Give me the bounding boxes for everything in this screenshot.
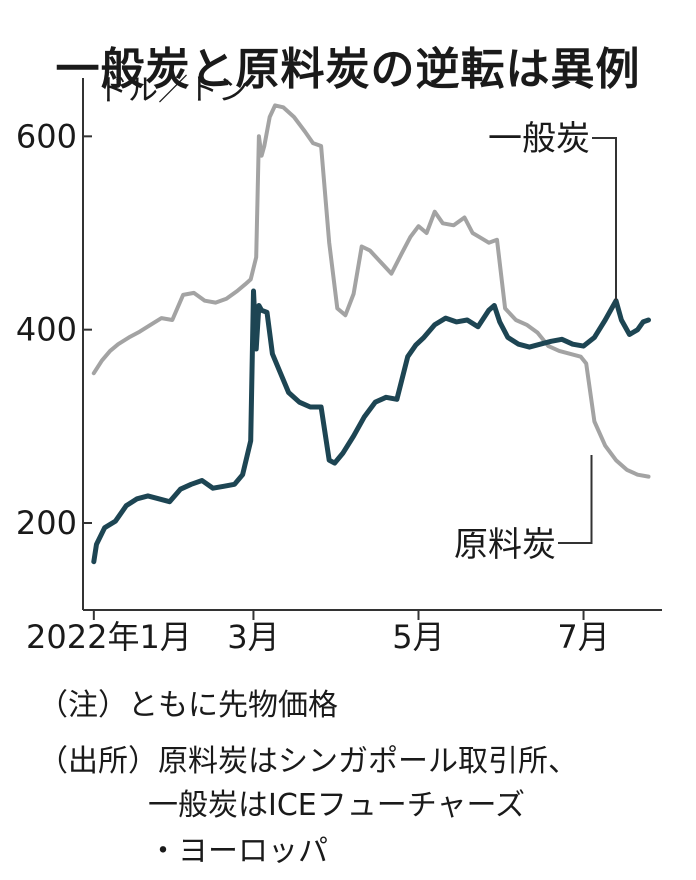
x-tick-label: 3月 — [227, 618, 279, 656]
annotation-leader-coking-coal — [558, 455, 593, 544]
y-axis-label: ドル／トン — [98, 73, 248, 108]
x-tick-label: 7月 — [557, 618, 609, 656]
footnote: （注）ともに先物価格 — [38, 688, 338, 723]
source-line-3: ・ヨーロッパ — [148, 834, 328, 869]
x-tick-label: 5月 — [392, 618, 444, 656]
y-tick-label: 400 — [16, 311, 77, 349]
y-tick-label: 200 — [16, 504, 77, 542]
series-layer — [91, 103, 651, 565]
y-tick-label: 600 — [16, 117, 77, 155]
annotation-thermal-coal: 一般炭 — [488, 119, 590, 159]
annotation-leader-thermal-coal — [592, 137, 617, 300]
source-line-1: （出所）原料炭はシンガポール取引所、 — [38, 744, 578, 779]
series-line-coking-coal — [91, 288, 651, 565]
chart-axes: ドル／トン 200 400 600 2022年1月 3月 5月 7月 — [16, 73, 662, 656]
source-line-2: 一般炭はICEフューチャーズ — [148, 788, 525, 823]
series-line-thermal-coal — [91, 103, 651, 479]
annotation-coking-coal: 原料炭 — [454, 525, 556, 565]
chart-title: 一般炭と原料炭の逆転は異例 — [55, 44, 641, 96]
x-tick-label: 2022年1月 — [26, 618, 192, 656]
